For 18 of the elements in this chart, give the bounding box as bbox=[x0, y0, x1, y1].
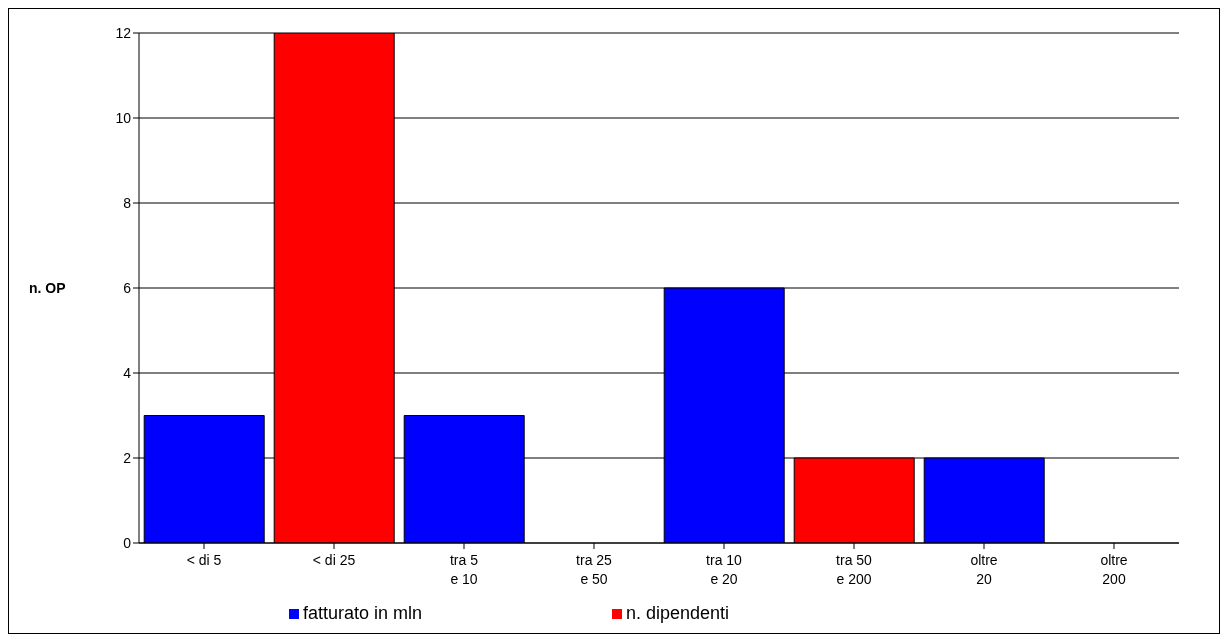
y-axis-title: n. OP bbox=[29, 279, 66, 296]
y-tick-label: 8 bbox=[123, 194, 132, 211]
y-tick-label: 10 bbox=[115, 109, 132, 126]
y-tick-label: 6 bbox=[123, 279, 132, 296]
x-tick-label: oltre 20 bbox=[970, 552, 998, 587]
x-tick-label: tra 50 e 200 bbox=[836, 552, 873, 587]
legend-label: fatturato in mln bbox=[302, 603, 422, 623]
y-tick-label: 2 bbox=[123, 449, 132, 466]
x-tick-label: < di 25 bbox=[312, 552, 356, 568]
legend-label: n. dipendenti bbox=[625, 603, 730, 623]
x-tick-label: tra 10 e 20 bbox=[706, 552, 743, 587]
y-tick-label: 4 bbox=[123, 364, 132, 381]
x-tick-label: < di 5 bbox=[186, 552, 222, 568]
y-tick-label: 12 bbox=[115, 24, 132, 41]
y-tick-label: 0 bbox=[123, 534, 132, 551]
x-tick-label: tra 5 e 10 bbox=[449, 552, 479, 587]
x-tick-label: oltre 200 bbox=[1100, 552, 1128, 587]
x-tick-label: tra 25 e 50 bbox=[576, 552, 613, 587]
